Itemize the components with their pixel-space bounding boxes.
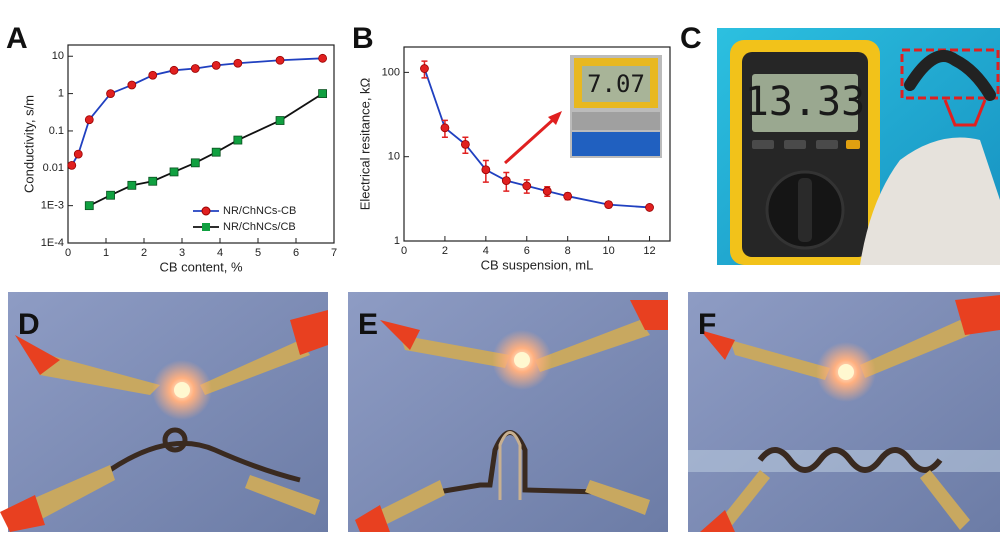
- legend-marker: [202, 223, 210, 231]
- x-tick-label: 3: [179, 247, 185, 259]
- figure: 13.33 7.07: [0, 0, 1000, 532]
- x-axis-label: CB content, %: [159, 259, 243, 274]
- data-point: [420, 65, 428, 73]
- y-tick-label: 1: [394, 235, 400, 247]
- data-point: [128, 181, 136, 189]
- x-tick-label: 0: [401, 245, 407, 257]
- photo-c: 13.33: [717, 28, 1000, 265]
- data-point: [128, 81, 136, 89]
- data-point: [85, 202, 93, 210]
- data-point: [234, 136, 242, 144]
- chart: 0 1 2 3 4 5 6 7 1E-4 1E-3 0.01 0.1 1 10 CB content, % C…: [21, 45, 337, 274]
- panel-label: B: [352, 22, 374, 55]
- data-point: [482, 166, 490, 174]
- x-tick-label: 8: [565, 245, 571, 257]
- legend-marker: [202, 207, 210, 215]
- data-point: [85, 116, 93, 124]
- y-tick-label: 1: [58, 88, 64, 100]
- x-tick-label: 1: [103, 247, 109, 259]
- panel-label: C: [680, 22, 702, 55]
- photo-d: [0, 292, 328, 532]
- data-point: [502, 177, 510, 185]
- x-tick-label: 5: [255, 247, 261, 259]
- data-point: [646, 203, 654, 211]
- data-point: [149, 71, 157, 79]
- data-point: [107, 90, 115, 98]
- x-tick-label: 2: [141, 247, 147, 259]
- x-tick-label: 6: [293, 247, 299, 259]
- x-axis-label: CB suspension, mL: [481, 257, 594, 272]
- data-point: [212, 61, 220, 69]
- y-tick-label: 0.01: [43, 162, 64, 174]
- y-tick-label: 100: [382, 66, 400, 78]
- data-point: [276, 117, 284, 125]
- panel-label: A: [6, 22, 28, 55]
- x-tick-label: 7: [331, 247, 337, 259]
- legend-label: NR/ChNCs-CB: [223, 205, 296, 217]
- panel-label: E: [358, 308, 378, 341]
- panel-label: F: [698, 308, 716, 341]
- meter-reading: 13.33: [745, 79, 865, 125]
- x-tick-label: 0: [65, 247, 71, 259]
- y-tick-label: 10: [52, 50, 64, 62]
- data-point: [74, 150, 82, 158]
- photo-e: [348, 292, 668, 532]
- x-tick-label: 12: [643, 245, 655, 257]
- data-point: [543, 187, 551, 195]
- inset-reading: 7.07: [587, 70, 645, 98]
- data-point: [523, 182, 531, 190]
- x-tick-label: 4: [483, 245, 489, 257]
- x-tick-label: 4: [217, 247, 223, 259]
- inset-photo: 7.07: [505, 55, 662, 163]
- y-tick-label: 10: [388, 151, 400, 163]
- data-point: [319, 90, 327, 98]
- y-tick-label: 1E-3: [41, 200, 64, 212]
- photo-f: [688, 292, 1000, 532]
- x-tick-label: 2: [442, 245, 448, 257]
- data-point: [461, 140, 469, 148]
- data-point: [170, 66, 178, 74]
- data-point: [319, 54, 327, 62]
- data-point: [149, 177, 157, 185]
- data-point: [212, 148, 220, 156]
- data-point: [68, 161, 76, 169]
- data-point: [276, 56, 284, 64]
- panel-label: D: [18, 308, 40, 341]
- y-axis-label: Electrical resitance, kΩ: [357, 77, 372, 210]
- series-line: [72, 58, 323, 165]
- data-point: [605, 201, 613, 209]
- data-point: [191, 159, 199, 167]
- data-point: [564, 192, 572, 200]
- x-tick-label: 10: [602, 245, 614, 257]
- data-point: [107, 191, 115, 199]
- data-point: [441, 124, 449, 132]
- data-point: [234, 59, 242, 67]
- y-tick-label: 1E-4: [41, 237, 64, 249]
- data-point: [170, 168, 178, 176]
- x-tick-label: 6: [524, 245, 530, 257]
- legend-label: NR/ChNCs/CB: [223, 221, 296, 233]
- y-axis-label: Conductivity, s/m: [21, 95, 36, 193]
- series-line: [89, 94, 322, 206]
- data-point: [191, 64, 199, 72]
- y-tick-label: 0.1: [49, 125, 64, 137]
